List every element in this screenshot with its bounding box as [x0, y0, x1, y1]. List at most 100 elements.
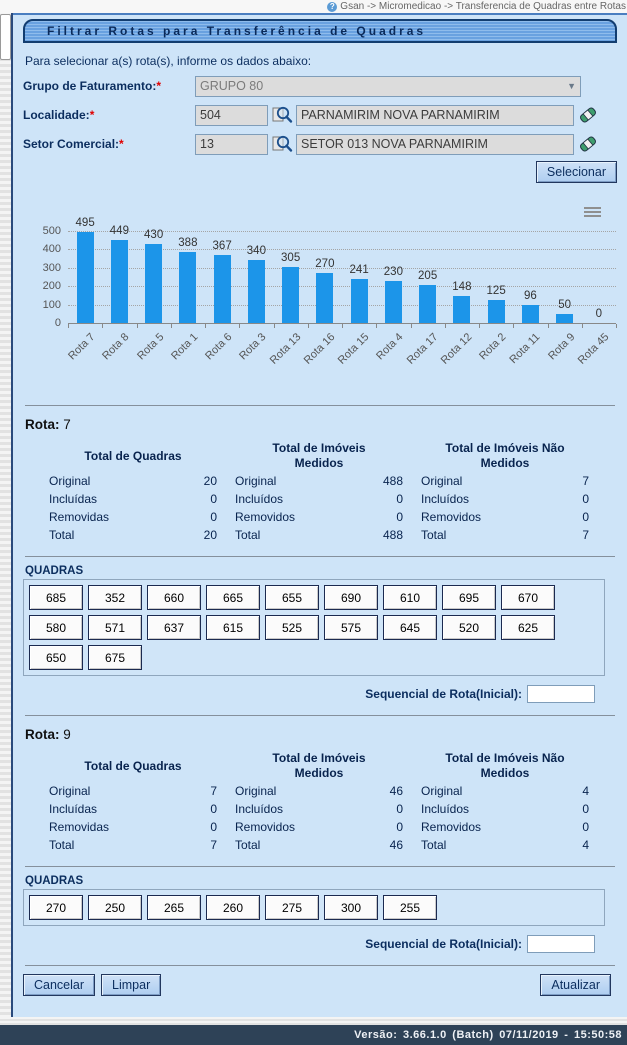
stat-row-label: Original: [235, 784, 277, 798]
left-frame-tab[interactable]: [0, 14, 11, 60]
quadra-button[interactable]: 255: [383, 895, 437, 920]
stat-row-value: 0: [210, 492, 217, 506]
stat-row-value: 4: [582, 838, 589, 852]
sequencial-label: Sequencial de Rota(Inicial):: [365, 687, 522, 701]
chart-bar: [213, 255, 231, 323]
y-axis-tick-label: 400: [42, 243, 61, 256]
quadra-button[interactable]: 260: [206, 895, 260, 920]
help-icon[interactable]: ?: [327, 1, 338, 12]
quadra-button[interactable]: 650: [29, 645, 83, 670]
localidade-search-icon[interactable]: [271, 104, 293, 126]
chart-bar: [179, 252, 197, 323]
quadra-button[interactable]: 580: [29, 615, 83, 640]
quadra-button[interactable]: 610: [383, 585, 437, 610]
stat-row: Removidas 0: [45, 508, 221, 526]
chart-bar: [453, 296, 471, 323]
quadra-button[interactable]: 665: [206, 585, 260, 610]
stat-row: Incluídos 0: [231, 800, 407, 818]
rota-stats: Total de Quadras Original 7 Incluídas 0 Remov…: [23, 750, 617, 854]
stat-row-value: 7: [582, 528, 589, 542]
stat-row-label: Original: [235, 474, 277, 488]
quadra-button[interactable]: 685: [29, 585, 83, 610]
limpar-button[interactable]: Limpar: [101, 974, 162, 996]
bar-value-label: 495: [75, 217, 95, 229]
setor-comercial-code-input[interactable]: [195, 133, 268, 155]
y-axis-tick-label: 300: [42, 261, 61, 274]
x-axis-tick: [616, 324, 617, 328]
bar-value-label: 388: [178, 237, 198, 249]
quadra-button[interactable]: 520: [442, 615, 496, 640]
y-axis-tick-label: 100: [42, 298, 61, 311]
quadra-button[interactable]: 695: [442, 585, 496, 610]
sequencial-input[interactable]: [527, 935, 595, 953]
quadra-button[interactable]: 670: [501, 585, 555, 610]
stat-header: Total de Imóveis Não Medidos: [445, 751, 565, 780]
stat-row-value: 0: [210, 802, 217, 816]
instruction-text: Para selecionar a(s) rota(s), informe os…: [25, 54, 312, 68]
atualizar-button[interactable]: Atualizar: [540, 974, 611, 996]
quadra-button[interactable]: 637: [147, 615, 201, 640]
stat-column: Total de Imóveis Não Medidos Original 7 Inc…: [417, 440, 593, 544]
quadra-button[interactable]: 525: [265, 615, 319, 640]
x-axis-tick: [376, 324, 378, 328]
section-separator: [25, 715, 615, 716]
stat-row: Total 20: [45, 526, 221, 544]
page-title: Filtrar Rotas para Transferência de Quad…: [47, 24, 427, 38]
stat-row-value: 0: [396, 510, 403, 524]
quadra-button[interactable]: 625: [501, 615, 555, 640]
bar-value-label: 367: [212, 240, 232, 252]
quadra-button[interactable]: 265: [147, 895, 201, 920]
stat-column: Total de Quadras Original 7 Incluídas 0 Remov…: [45, 750, 221, 854]
quadra-button[interactable]: 690: [324, 585, 378, 610]
quadra-button[interactable]: 655: [265, 585, 319, 610]
rota-stats: Total de Quadras Original 20 Incluídas 0 Remo…: [23, 440, 617, 544]
stat-row-label: Incluídos: [235, 802, 284, 816]
quadra-button[interactable]: 275: [265, 895, 319, 920]
localidade-code-input[interactable]: [195, 104, 268, 126]
quadra-button[interactable]: 675: [88, 645, 142, 670]
rota-section-9: Rota: 9 Total de Quadras Original 7 Incluíd…: [23, 727, 617, 953]
bar-value-label: 241: [349, 264, 369, 276]
stat-row: Total 7: [417, 526, 593, 544]
chart-bar: [316, 273, 334, 323]
main-panel: Filtrar Rotas para Transferência de Quad…: [13, 13, 627, 1017]
stat-row: Removidos 0: [231, 508, 407, 526]
quadra-button[interactable]: 660: [147, 585, 201, 610]
quadra-button[interactable]: 575: [324, 615, 378, 640]
x-axis-tick: [273, 324, 275, 328]
stat-row-value: 46: [389, 838, 403, 852]
stat-row: Total 488: [231, 526, 407, 544]
stat-row-value: 0: [396, 820, 403, 834]
quadra-button[interactable]: 615: [206, 615, 260, 640]
quadra-button[interactable]: 250: [88, 895, 142, 920]
localidade-label: Localidade:: [23, 108, 90, 122]
stat-row-value: 7: [582, 474, 589, 488]
quadra-button[interactable]: 645: [383, 615, 437, 640]
x-axis-tick: [410, 324, 412, 328]
chart-menu-icon[interactable]: [584, 205, 601, 219]
stat-row-label: Total: [49, 838, 75, 852]
grupo-faturamento-label: Grupo de Faturamento:: [23, 79, 157, 93]
quadra-button[interactable]: 300: [324, 895, 378, 920]
stat-row-value: 20: [203, 474, 217, 488]
quadra-button[interactable]: 352: [88, 585, 142, 610]
quadra-button[interactable]: 571: [88, 615, 142, 640]
stat-row-label: Total: [421, 528, 447, 542]
setor-comercial-erase-icon[interactable]: [577, 133, 599, 155]
required-marker: *: [156, 79, 162, 93]
version-text: Versão: 3.66.1.0 (Batch) 07/11/2019 - 15…: [354, 1029, 622, 1041]
sequencial-input[interactable]: [527, 685, 595, 703]
quadra-button[interactable]: 270: [29, 895, 83, 920]
setor-comercial-search-icon[interactable]: [271, 133, 293, 155]
localidade-erase-icon[interactable]: [577, 104, 599, 126]
cancelar-button[interactable]: Cancelar: [23, 974, 96, 996]
x-axis-tick: [136, 324, 138, 328]
bottom-frame-edge: [0, 1017, 627, 1025]
x-axis-tick: [479, 324, 480, 328]
quadras-label: QUADRAS: [25, 565, 84, 577]
stat-row-label: Incluídos: [421, 802, 470, 816]
stat-row-label: Removidas: [49, 820, 110, 834]
sequencial-label: Sequencial de Rota(Inicial):: [365, 937, 522, 951]
stat-row-value: 4: [582, 784, 589, 798]
selecionar-button[interactable]: Selecionar: [535, 161, 617, 183]
